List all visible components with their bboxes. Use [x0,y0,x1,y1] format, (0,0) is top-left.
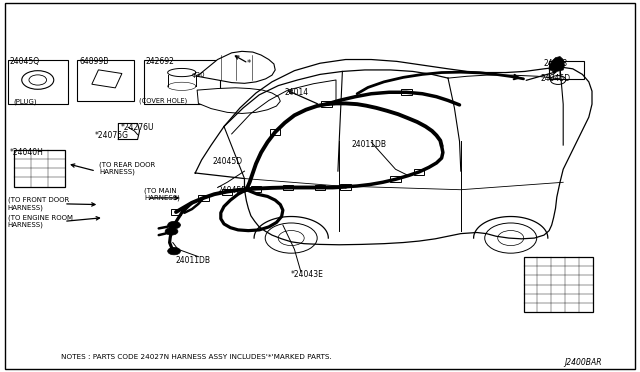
Bar [251,186,261,192]
Text: 24058: 24058 [544,59,568,68]
Text: *24043E: *24043E [291,270,324,279]
Text: (TO FRONT DOOR
HARNESS): (TO FRONT DOOR HARNESS) [8,197,69,211]
Text: 24045D: 24045D [218,186,248,195]
Text: 242692: 242692 [145,57,174,65]
Text: (TO REAR DOOR
HARNESS): (TO REAR DOOR HARNESS) [99,161,156,175]
Circle shape [165,228,178,235]
Text: 24011DB: 24011DB [352,140,387,149]
Text: 64899B: 64899B [79,57,109,66]
Text: (COVER HOLE): (COVER HOLE) [139,98,188,105]
Bar [321,101,332,107]
Text: (PLUG): (PLUG) [14,98,37,105]
Text: J2400BAR: J2400BAR [564,358,602,367]
Bar [340,184,351,190]
Text: 24045D: 24045D [541,74,571,83]
Bar [283,185,293,190]
Text: 24011DB: 24011DB [176,256,211,265]
Polygon shape [197,51,275,83]
Bar [144,60,220,104]
Circle shape [168,221,180,229]
Bar [222,189,232,195]
Text: (TO MAIN
HARNESS): (TO MAIN HARNESS) [144,187,180,201]
Bar [401,89,412,95]
Text: *: * [246,59,251,68]
Text: φ30: φ30 [192,72,205,78]
Polygon shape [549,57,564,71]
Bar [390,176,401,182]
Text: 24045Q: 24045Q [10,57,40,65]
Bar [524,257,593,312]
Polygon shape [197,88,280,113]
Bar [549,61,584,79]
Text: 24045D: 24045D [212,157,243,166]
Bar [315,185,325,190]
Bar [198,195,209,201]
Text: *24075G: *24075G [95,131,129,140]
Text: 24014: 24014 [285,88,309,97]
Bar [270,129,280,135]
Text: *24040H: *24040H [10,148,44,157]
Bar [92,70,122,88]
Text: (TO ENGINE ROOM
HARNESS): (TO ENGINE ROOM HARNESS) [8,214,73,228]
Bar [14,150,65,187]
Bar [171,209,181,215]
Bar [8,60,68,104]
Bar [414,169,424,175]
Text: *24276U: *24276U [120,123,154,132]
Bar [77,60,134,101]
Circle shape [168,247,180,255]
Text: NOTES : PARTS CODE 24027N HARNESS ASSY INCLUDES'*'MARKED PARTS.: NOTES : PARTS CODE 24027N HARNESS ASSY I… [61,354,332,360]
